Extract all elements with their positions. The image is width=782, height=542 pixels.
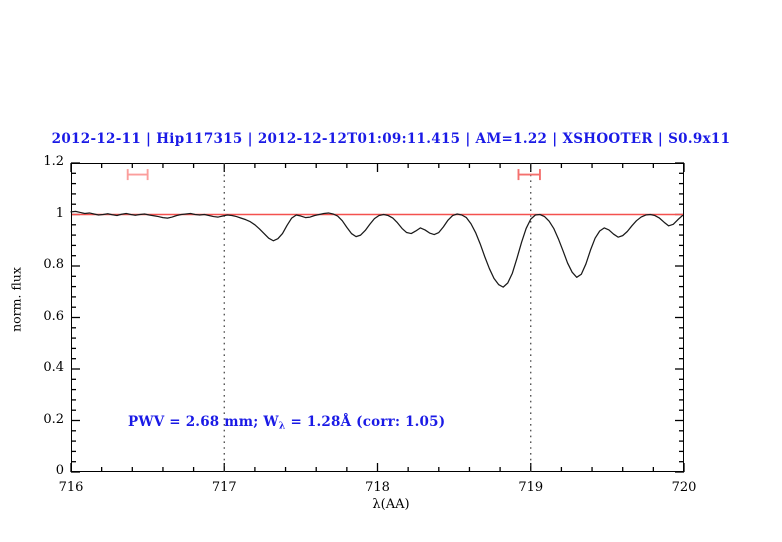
x-tick-label: 719 <box>518 480 544 495</box>
x-tick-label: 717 <box>211 480 237 495</box>
axis-ticks <box>70 162 685 473</box>
y-tick-label: 0.8 <box>43 257 64 272</box>
spectrum-curve <box>70 210 684 288</box>
marker-right-icon <box>517 169 541 181</box>
y-tick-label: 0.6 <box>43 308 64 324</box>
y-tick-label: 0.2 <box>43 411 64 427</box>
x-tick-label: 716 <box>58 480 84 495</box>
x-tick-label: 720 <box>671 480 697 495</box>
plot-title: 2012-12-11 | Hip117315 | 2012-12-12T01:0… <box>51 131 731 147</box>
y-tick-label: 1.2 <box>43 154 64 169</box>
marker-left-icon <box>126 169 149 181</box>
y-tick-label: 0.4 <box>43 360 64 375</box>
pwv-annotation-prefix: PWV = 2.68 mm; W <box>128 414 279 430</box>
y-tick-label: 0 <box>55 463 64 478</box>
pwv-annotation: PWV = 2.68 mm; Wλ = 1.28Å (corr: 1.05) <box>128 414 445 431</box>
pwv-annotation-suffix: = 1.28Å (corr: 1.05) <box>285 414 446 430</box>
spectrum-line <box>70 210 684 288</box>
y-axis-label: norm. flux <box>8 267 24 332</box>
pwv-annotation-subscript: λ <box>278 420 286 432</box>
x-axis-label: λ(AA) <box>372 497 410 512</box>
x-tick-label: 718 <box>365 480 390 495</box>
line-region-markers <box>126 169 541 181</box>
y-tick-label: 1 <box>55 205 64 221</box>
